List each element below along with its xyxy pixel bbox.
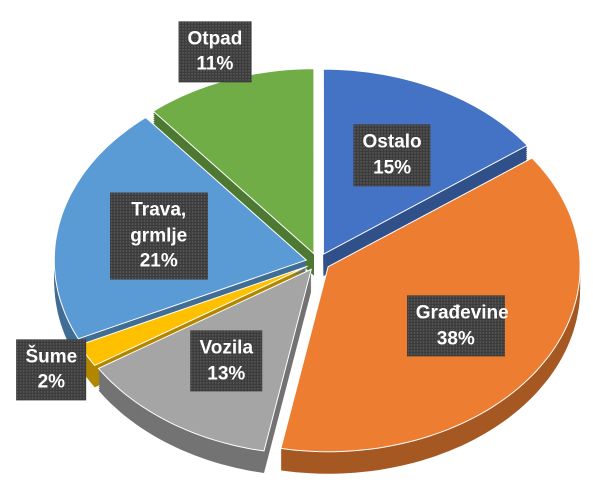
category-label: Građevine xyxy=(415,302,509,324)
value-label: 15% xyxy=(373,157,412,179)
value-label: 13% xyxy=(207,363,246,385)
data-label: Otpad 11% xyxy=(178,21,252,83)
data-label: Vozila 13% xyxy=(190,330,263,392)
category-label: Šume xyxy=(25,345,78,367)
category-label: Ostalo xyxy=(362,131,422,153)
category-label: Otpad xyxy=(187,28,243,50)
data-label: Šume 2% xyxy=(16,338,87,401)
data-label: Trava, grmlje 21% xyxy=(109,192,208,280)
value-label: 38% xyxy=(436,328,475,350)
value-label: 2% xyxy=(37,371,66,393)
data-label: Građevine 38% xyxy=(406,295,509,357)
data-label: Ostalo 15% xyxy=(353,124,431,186)
value-label: 11% xyxy=(196,53,234,75)
value-label: 21% xyxy=(139,250,178,272)
category-label: Vozila xyxy=(199,337,254,359)
category-label: Trava, grmlje xyxy=(130,199,188,247)
